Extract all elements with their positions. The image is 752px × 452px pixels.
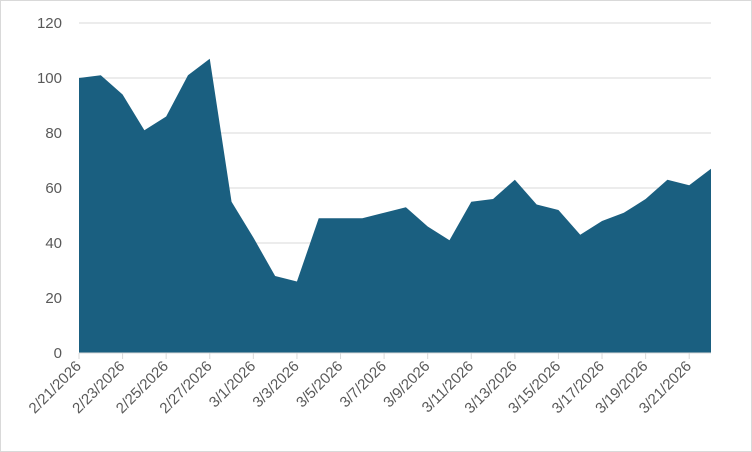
y-tick-label: 100 (37, 70, 62, 87)
x-tick-label: 3/1/2026 (206, 358, 259, 411)
area-series-fill (79, 58, 711, 353)
y-tick-label: 80 (45, 125, 62, 142)
y-tick-label: 60 (45, 180, 62, 197)
x-axis-ticks: 2/21/20262/23/20262/25/20262/27/20263/1/… (26, 358, 695, 417)
x-axis (78, 352, 711, 359)
y-axis-ticks: 0 20 40 60 80 100 120 (37, 15, 62, 362)
x-tick-label: 3/5/2026 (293, 358, 346, 411)
area-series (79, 58, 711, 353)
y-tick-label: 0 (54, 345, 62, 362)
y-tick-label: 40 (45, 235, 62, 252)
x-tick-label: 3/3/2026 (249, 358, 302, 411)
x-tick-label: 3/7/2026 (337, 358, 390, 411)
y-tick-label: 120 (37, 15, 62, 32)
y-tick-label: 20 (45, 290, 62, 307)
